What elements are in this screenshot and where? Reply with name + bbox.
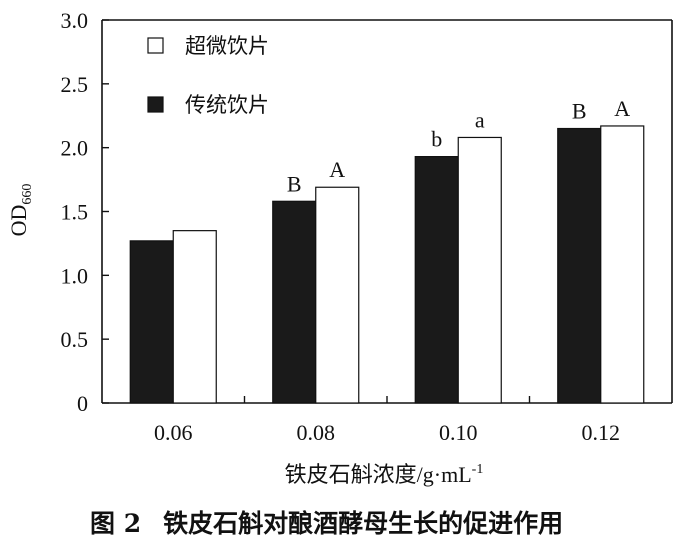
bar-traditional [129, 240, 174, 404]
bar-ultrafine [600, 125, 645, 404]
bar-ultrafine [172, 230, 217, 404]
y-tick-label: 0 [77, 391, 88, 416]
legend-swatch-traditional [147, 96, 164, 113]
significance-label: b [431, 127, 442, 152]
legend-swatch-ultrafine [147, 37, 164, 54]
significance-label: A [614, 96, 630, 121]
y-tick-label: 2.5 [61, 72, 89, 97]
bar-ultrafine [457, 136, 502, 404]
y-axis-title-sub: 660 [20, 184, 35, 205]
y-tick-label: 1.0 [61, 263, 89, 288]
y-ticks: 0 0.5 1.0 1.5 2.0 2.5 3.0 [61, 8, 109, 416]
x-tick-label: 0.06 [154, 420, 193, 445]
x-ticks: 0.06 0.08 0.10 0.12 [154, 396, 620, 445]
significance-label: a [475, 107, 485, 132]
significance-label: B [287, 171, 302, 196]
x-tick-label: 0.10 [439, 420, 478, 445]
bars [129, 125, 645, 404]
legend-label-traditional: 传统饮片 [185, 93, 269, 117]
x-axis-title-main: 铁皮石斛浓度/g·mL [285, 462, 472, 487]
bar-traditional [272, 200, 317, 404]
y-axis-title-main: OD [6, 205, 31, 237]
y-axis-title: OD660 [6, 184, 35, 237]
x-tick-label: 0.08 [297, 420, 336, 445]
y-tick-label: 3.0 [61, 8, 89, 33]
y-tick-label: 2.0 [61, 136, 89, 161]
x-tick-label: 0.12 [582, 420, 621, 445]
bar-traditional [557, 127, 602, 404]
legend: 超微饮片 传统饮片 [147, 34, 269, 117]
figure-caption: 图 2 铁皮石斛对酿酒酵母生长的促进作用 [90, 509, 563, 538]
y-tick-label: 0.5 [61, 327, 89, 352]
bar-traditional [414, 156, 459, 404]
x-axis-title: 铁皮石斛浓度/g·mL-1 [285, 462, 484, 487]
x-axis-title-sup: -1 [472, 462, 484, 477]
significance-label: A [329, 157, 345, 182]
significance-label: B [572, 99, 587, 124]
bar-ultrafine [315, 186, 360, 404]
y-tick-label: 1.5 [61, 200, 89, 225]
caption-prefix: 图 2 [90, 509, 141, 538]
significance-labels: B Ab a B A [287, 96, 630, 196]
caption-text: 铁皮石斛对酿酒酵母生长的促进作用 [163, 509, 563, 538]
legend-label-ultrafine: 超微饮片 [185, 34, 269, 58]
